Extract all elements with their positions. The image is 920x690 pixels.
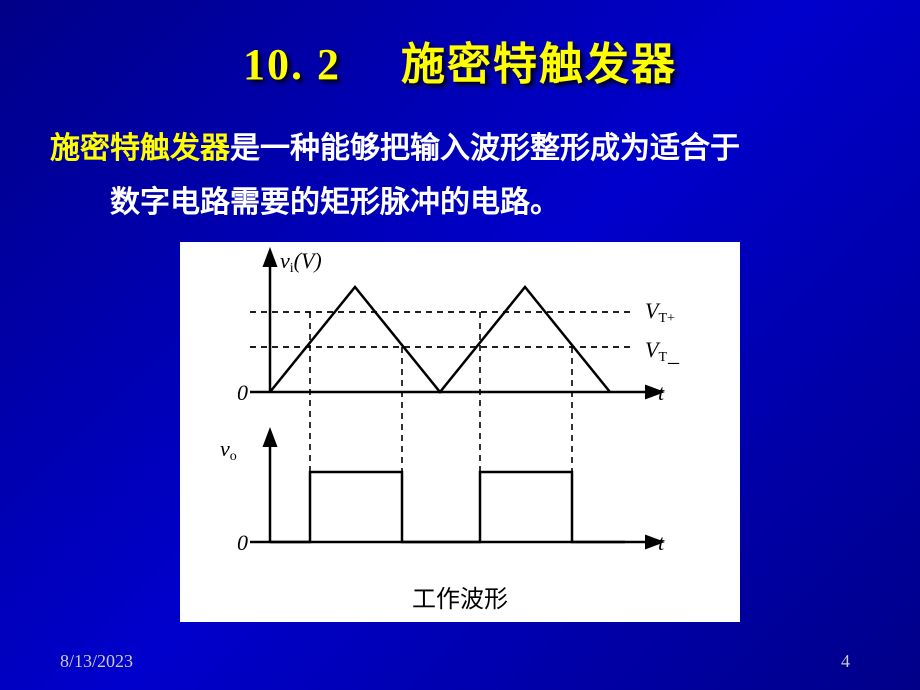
- svg-text:VT_: VT_: [645, 337, 680, 366]
- svg-text:t: t: [658, 380, 665, 405]
- svg-text:vo: vo: [220, 436, 237, 464]
- waveform-svg: vi(V) t 0 VT+ VT_ vo t 0 工作波形: [180, 242, 740, 622]
- svg-text:工作波形: 工作波形: [412, 586, 508, 613]
- svg-text:VT+: VT+: [645, 298, 675, 326]
- svg-text:0: 0: [237, 380, 248, 405]
- section-number: 10. 2: [243, 40, 341, 89]
- page-title: 10. 2 施密特触发器: [0, 28, 920, 92]
- body-line1: 是一种能够把输入波形整形成为适合于: [230, 132, 740, 165]
- body-line2: 数字电路需要的矩形脉冲的电路。: [50, 176, 870, 230]
- svg-text:0: 0: [237, 530, 248, 555]
- footer-date: 8/13/2023: [60, 651, 133, 672]
- body-paragraph: 施密特触发器是一种能够把输入波形整形成为适合于 数字电路需要的矩形脉冲的电路。: [50, 122, 870, 230]
- section-title-text: 施密特触发器: [401, 40, 677, 89]
- footer-page: 4: [841, 651, 850, 672]
- waveform-figure: vi(V) t 0 VT+ VT_ vo t 0 工作波形: [180, 242, 740, 622]
- keyword: 施密特触发器: [50, 132, 230, 165]
- svg-text:vi(V): vi(V): [280, 248, 322, 276]
- svg-text:t: t: [658, 530, 665, 555]
